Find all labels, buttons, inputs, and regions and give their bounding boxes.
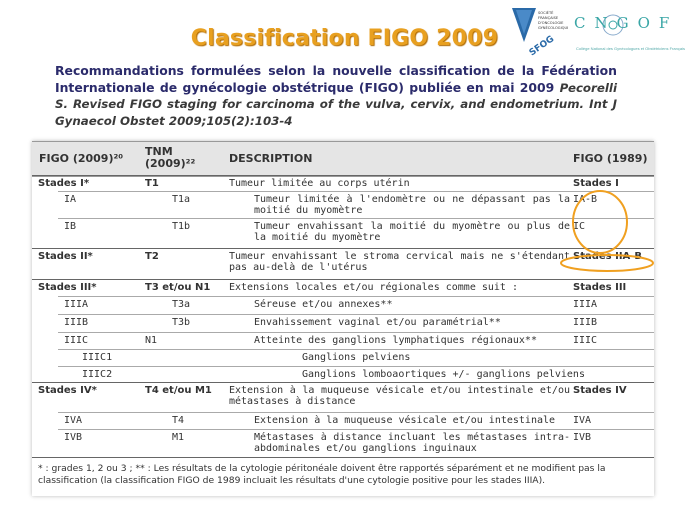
cell-description: Tumeur limitée au corps utérin [229,178,410,189]
header-figo-2009: FIGO (2009)²⁰ [39,152,124,165]
cell-description: Extension à la muqueuse vésicale et/ou i… [254,415,556,426]
cell-tnm: T3a [172,299,191,310]
cell-tnm: T4 et/ou M1 [145,385,212,396]
cell-figo-1989: Stades I [573,178,619,189]
cell-description: Tumeur envahissant le stroma cervical ma… [229,251,570,273]
cell-figo-1989: IVB [573,432,592,443]
cell-tnm: M1 [172,432,185,443]
row-divider [58,314,654,315]
recommendation-paragraph: Recommandations formulées selon la nouve… [55,63,617,129]
slide-title: Classification FIGO 2009 [190,26,499,51]
cell-figo-1989: IVA [573,415,592,426]
row-divider [58,218,654,219]
cell-figo-2009: IIIC [64,335,89,346]
table-footnote: * : grades 1, 2 ou 3 ; ** : Les résultat… [38,463,606,486]
sfog-logo: SOCIÉTÉ FRANÇAISE D'ONCOLOGIE GYNÉCOLOGI… [506,4,570,58]
cell-figo-2009: IIIC2 [82,369,113,380]
cell-description: Tumeur envahissant la moitié du myomètre… [254,221,570,243]
cell-description: Extension à la muqueuse vésicale et/ou i… [229,385,570,407]
cell-description: Envahissement vaginal et/ou paramétrial*… [254,317,501,328]
row-divider [32,175,654,176]
cell-description: Métastases à distance incluant les métas… [254,432,570,454]
svg-text:FRANÇAISE: FRANÇAISE [538,16,559,20]
cell-figo-2009: IB [64,221,77,232]
cell-description: Atteinte des ganglions lymphatiques régi… [254,335,537,346]
cell-figo-2009: IA [64,194,77,205]
row-divider [32,279,654,280]
cell-tnm: T4 [172,415,185,426]
cell-figo-1989: IIIA [573,299,598,310]
cell-figo-1989: IIIC [573,335,598,346]
cell-figo-2009: IIIB [64,317,89,328]
cell-figo-1989: IC [573,221,586,232]
cell-tnm: N1 [145,335,158,346]
cell-figo-2009: Stades IV* [38,385,97,396]
cell-description: Extensions locales et/ou régionales comm… [229,282,518,293]
citation-text: Pecorelli S. Revised FIGO staging for ca… [55,80,617,128]
row-divider [58,296,654,297]
cell-figo-1989: Stades IIA-B [573,251,643,262]
header-figo-1989: FIGO (1989) [573,152,648,165]
figo-classification-table: FIGO (2009)²⁰ TNM (2009)²² DESCRIPTION F… [32,141,654,496]
svg-text:SFOG: SFOG [528,34,556,56]
cell-figo-2009: Stades I* [38,178,90,189]
cell-tnm: T1a [172,194,191,205]
cell-figo-1989: Stades III [573,282,627,293]
cell-tnm: T2 [145,251,159,262]
row-divider [58,412,654,413]
cell-figo-1989: Stades IV [573,385,627,396]
cngof-tagline: Collège National des Gynécologues et Obs… [576,46,685,51]
table-header: FIGO (2009)²⁰ TNM (2009)²² DESCRIPTION F… [32,141,654,177]
cell-figo-2009: IVA [64,415,83,426]
table-bottom-rule [32,457,654,458]
row-divider [58,366,654,367]
cell-figo-2009: IIIA [64,299,89,310]
cell-figo-2009: Stades III* [38,282,97,293]
cell-tnm: T3b [172,317,191,328]
cell-tnm: T1 [145,178,159,189]
cngof-logo: CNGOF Collège National des Gynécologues … [572,6,685,56]
cell-tnm: T3 et/ou N1 [145,282,211,293]
svg-text:GYNÉCOLOGIQUE: GYNÉCOLOGIQUE [538,25,568,30]
row-divider [58,332,654,333]
cell-figo-2009: IIIC1 [82,352,113,363]
cell-description: Séreuse et/ou annexes** [254,299,393,310]
row-divider [32,382,654,383]
cell-description: Ganglions pelviens [302,352,411,363]
recommendation-text: Recommandations formulées selon la nouve… [55,63,617,95]
header-description: DESCRIPTION [229,152,313,165]
cell-figo-2009: IVB [64,432,83,443]
header-tnm: TNM (2009)²² [145,145,196,170]
svg-text:D'ONCOLOGIE: D'ONCOLOGIE [538,21,564,25]
cell-description: Ganglions lomboaortiques +/- ganglions p… [302,369,585,380]
svg-text:SOCIÉTÉ: SOCIÉTÉ [538,10,554,15]
cell-description: Tumeur limitée à l'endomètre ou ne dépas… [254,194,570,216]
row-divider [58,429,654,430]
cngof-letters: CNGOF [574,14,679,32]
cell-figo-2009: Stades II* [38,251,93,262]
cell-figo-1989: IIIB [573,317,598,328]
row-divider [32,248,654,249]
cell-tnm: T1b [172,221,191,232]
cell-figo-1989: IA-B [573,194,598,205]
row-divider [58,349,654,350]
row-divider [58,191,654,192]
